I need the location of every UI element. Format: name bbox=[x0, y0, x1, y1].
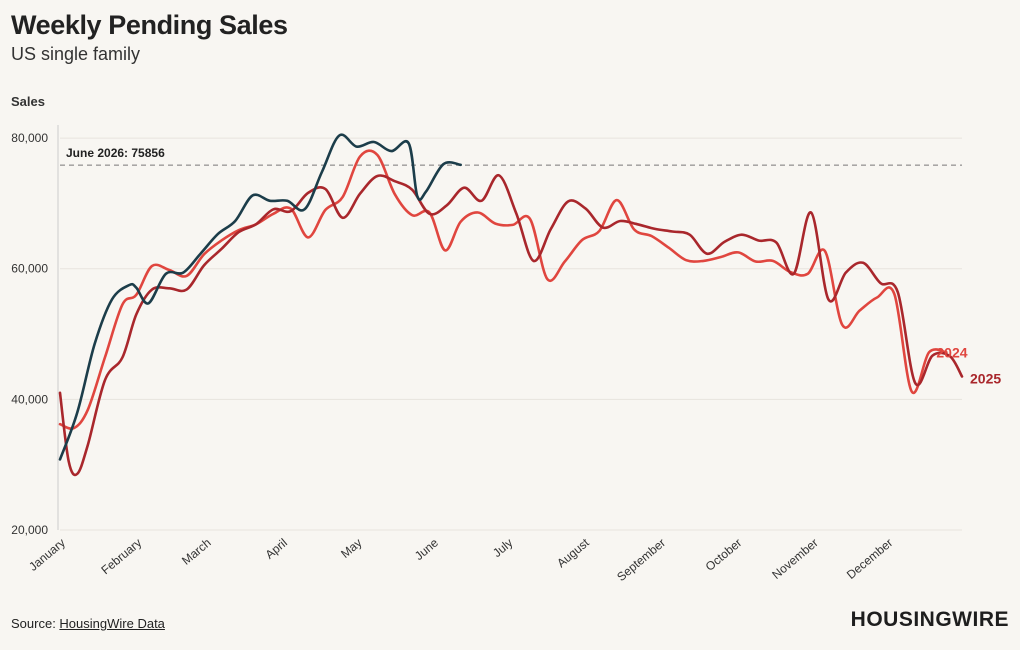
x-tick-label: October bbox=[703, 536, 745, 574]
x-tick-label: August bbox=[554, 535, 592, 570]
chart-title: Weekly Pending Sales bbox=[11, 10, 288, 40]
series-line-2026 bbox=[58, 133, 462, 461]
x-tick-label: December bbox=[844, 536, 895, 582]
y-tick-label: 40,000 bbox=[11, 392, 48, 406]
source-link[interactable]: HousingWire Data bbox=[59, 616, 165, 631]
x-tick-label: June bbox=[412, 535, 441, 563]
x-tick-label: March bbox=[179, 536, 214, 568]
source-note: Source: HousingWire Data bbox=[11, 616, 165, 631]
series-line-2025 bbox=[58, 174, 964, 477]
chart-subtitle: US single family bbox=[11, 44, 141, 64]
x-tick-label: November bbox=[769, 536, 820, 582]
y-tick-label: 20,000 bbox=[11, 523, 48, 537]
x-tick-label: July bbox=[490, 536, 515, 560]
y-tick-label: 80,000 bbox=[11, 131, 48, 145]
series-line-2024 bbox=[58, 149, 948, 430]
housingwire-logo: HOUSINGWIRE bbox=[850, 608, 1009, 631]
x-tick-label: April bbox=[263, 536, 290, 562]
source-prefix: Source: bbox=[11, 616, 60, 631]
y-tick-label: 60,000 bbox=[11, 262, 48, 276]
x-tick-label: September bbox=[614, 536, 668, 584]
x-tick-label: May bbox=[338, 536, 364, 561]
reference-line-label: June 2026: 75856 bbox=[66, 146, 165, 160]
series-end-label-2025: 2025 bbox=[970, 370, 1001, 386]
x-tick-label: February bbox=[98, 536, 144, 578]
x-tick-label: January bbox=[26, 536, 68, 574]
series-end-label-2024: 2024 bbox=[936, 344, 967, 360]
y-axis-label: Sales bbox=[11, 94, 45, 109]
